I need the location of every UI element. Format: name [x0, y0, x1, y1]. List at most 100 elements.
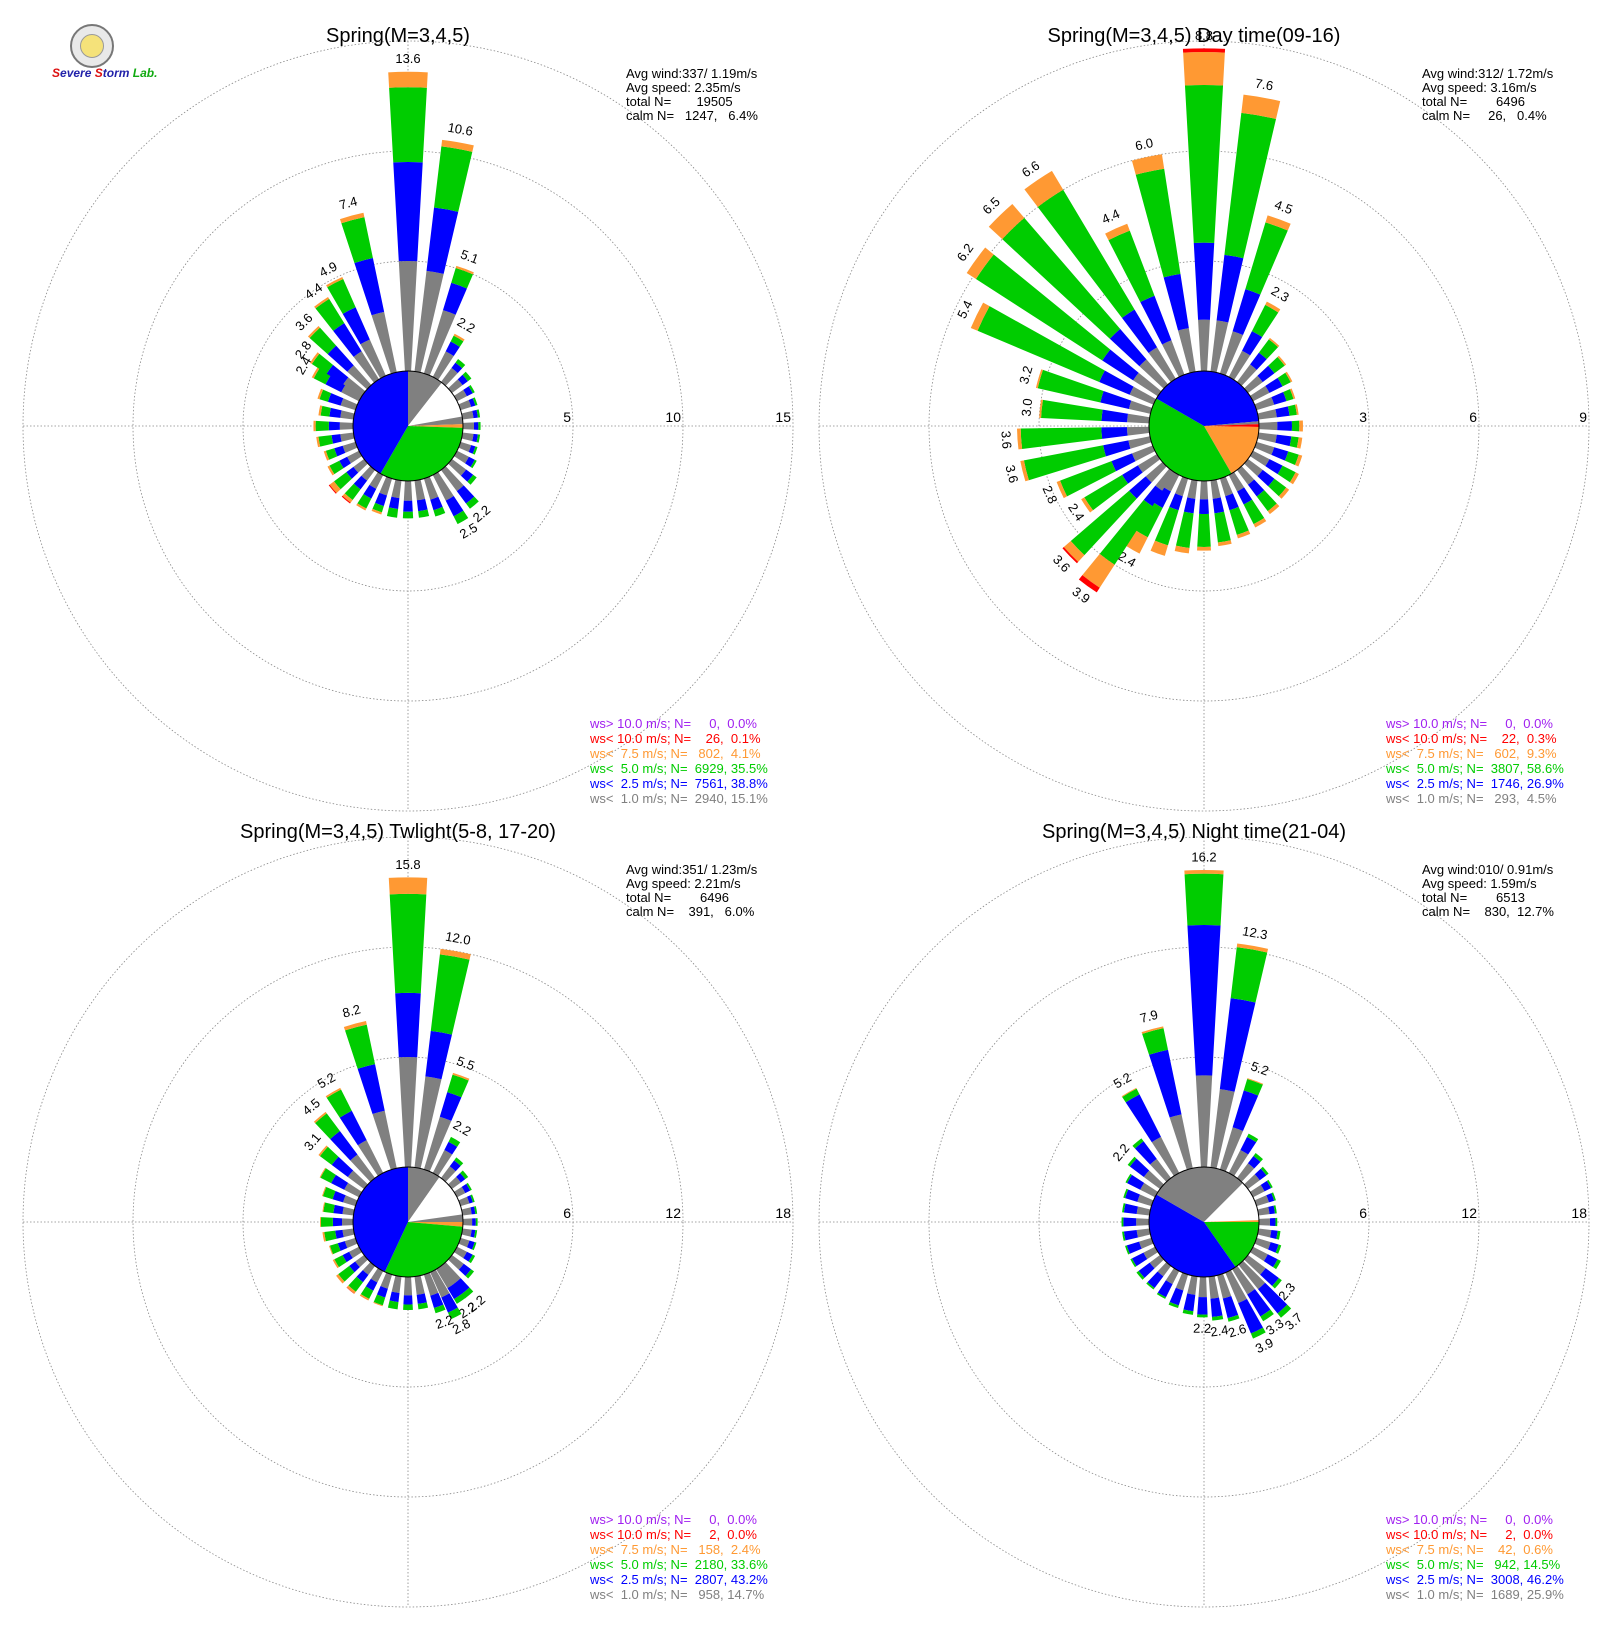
bar-value-label: 5.2: [1111, 1069, 1134, 1091]
wind-bar-segment: [349, 1246, 362, 1259]
wind-bar-segment: [1183, 1293, 1196, 1312]
wind-bar-segment: [447, 1074, 469, 1098]
wind-bar-segment: [1199, 499, 1209, 515]
wind-bar-segment: [447, 1283, 463, 1300]
wind-bar-segment: [414, 1076, 442, 1169]
wind-bar-segment: [1250, 450, 1270, 467]
wind-bar-segment: [1217, 540, 1232, 547]
wind-bar-segment: [1136, 1218, 1150, 1226]
wind-bar-segment: [417, 1302, 429, 1310]
wind-bar-segment: [1210, 1297, 1223, 1317]
wind-bar-segment: [456, 1173, 466, 1183]
wind-bar-segment: [1270, 1230, 1278, 1239]
calm-pie-slice: [408, 424, 463, 428]
wind-bar-segment: [1254, 397, 1275, 411]
wind-bar-segment: [1129, 476, 1152, 499]
wind-bar-segment: [1284, 451, 1299, 466]
wind-bar-segment: [1208, 1275, 1219, 1299]
wind-bar-segment: [1238, 1298, 1264, 1334]
stats-line: Avg speed: 1.59m/s: [1422, 876, 1537, 891]
wind-bar-segment: [988, 203, 1025, 240]
wind-bar-segment: [472, 1218, 476, 1226]
wind-bar-segment: [1238, 1260, 1266, 1290]
wind-bar-segment: [316, 436, 321, 448]
calm-pie-slice: [1204, 1167, 1243, 1222]
wind-bar-segment: [1155, 468, 1175, 491]
legend-entry: ws< 5.0 m/s; N= 942, 14.5%: [1385, 1557, 1561, 1572]
wind-bar-segment: [309, 352, 320, 365]
wind-bar-segment: [1243, 499, 1265, 525]
wind-bar-segment: [1232, 1090, 1259, 1132]
wind-bar-segment: [1287, 404, 1297, 416]
wind-bar-segment: [468, 398, 476, 407]
wind-bar-segment: [448, 1136, 461, 1147]
wind-bar-segment: [1140, 1182, 1158, 1198]
wind-bar-segment: [336, 1274, 345, 1284]
legend-entry: ws< 1.0 m/s; N= 958, 14.7%: [589, 1587, 765, 1602]
wind-bar-segment: [1122, 1231, 1126, 1241]
chart-title: Spring(M=3,4,5) Twlight(5-8, 17-20): [240, 821, 556, 843]
wind-bar-segment: [1250, 1327, 1266, 1339]
wind-bar-segment: [342, 1206, 355, 1216]
wind-bar-segment: [341, 217, 373, 263]
wind-bar-segment: [468, 445, 476, 454]
wind-bar-segment: [472, 1242, 477, 1251]
legend-entry: ws< 5.0 m/s; N= 2180, 33.6%: [589, 1557, 768, 1572]
stats-line: Avg speed: 2.21m/s: [626, 876, 741, 891]
wind-bar-segment: [376, 1286, 388, 1298]
wind-bar-segment: [1139, 359, 1169, 389]
wind-bar-segment: [1253, 518, 1267, 528]
wind-bar-segment: [332, 1259, 339, 1269]
wind-bar-segment: [1184, 85, 1224, 243]
wind-bar-segment: [389, 87, 427, 163]
wind-bar-segment: [323, 450, 330, 461]
wind-bar-segment: [1168, 1302, 1179, 1308]
wind-bar-segment: [328, 421, 340, 431]
wind-bar-segment: [1236, 943, 1269, 953]
stats-line: total N= 6496: [626, 890, 729, 905]
wind-bar-segment: [1275, 434, 1292, 447]
legend-entry: ws< 10.0 m/s; N= 26, 0.1%: [589, 731, 761, 746]
wind-bar-segment: [1230, 947, 1268, 1003]
wind-bar-segment: [1219, 1127, 1244, 1172]
wind-bar-segment: [461, 432, 474, 442]
wind-bar-segment: [1268, 478, 1287, 497]
wind-bar-segment: [1241, 94, 1281, 119]
wind-bar-segment: [1271, 392, 1287, 405]
wind-bar-segment: [372, 502, 384, 513]
wind-bar-segment: [353, 475, 368, 490]
wind-bar-segment: [370, 1268, 384, 1283]
wind-bar-segment: [1275, 406, 1290, 418]
wind-bar-segment: [1151, 1136, 1180, 1176]
wind-bar-segment: [1020, 460, 1029, 482]
wind-bar-segment: [433, 1304, 446, 1314]
wind-bar-segment: [1127, 413, 1150, 424]
wind-bar-segment: [1125, 530, 1148, 554]
wind-bar-segment: [342, 1228, 355, 1238]
wind-bar-segment: [445, 341, 460, 357]
calm-pie-slice: [1149, 1194, 1236, 1277]
wind-bar-segment: [1062, 546, 1079, 564]
wind-bar-segment: [388, 71, 428, 88]
chart-title: Spring(M=3,4,5) Day time(09-16): [1048, 25, 1341, 47]
wind-bar-segment: [340, 432, 355, 442]
wind-bar-segment: [309, 327, 337, 355]
bar-value-label: 15.8: [395, 857, 420, 872]
wind-bar-segment: [468, 385, 475, 394]
wind-bar-segment: [1142, 1028, 1169, 1055]
wind-bar-segment: [1060, 461, 1116, 497]
wind-bar-segment: [311, 353, 333, 374]
bar-value-label: 2.4: [1209, 1322, 1229, 1339]
wind-bar-segment: [461, 1207, 472, 1216]
calm-pie-slice: [1204, 371, 1259, 426]
wind-bar-segment: [354, 258, 385, 316]
bar-value-label: 2.6: [1226, 1321, 1248, 1341]
calm-pie-slice: [1204, 1220, 1259, 1222]
wind-bar-segment: [462, 422, 475, 430]
wind-bar-segment: [1039, 399, 1043, 419]
bar-value-label: 5.2: [1249, 1058, 1271, 1078]
wind-bar-segment: [347, 1170, 368, 1190]
bar-value-label: 3.6: [1002, 463, 1021, 484]
wind-bar-segment: [1291, 420, 1300, 432]
wind-bar-segment: [356, 503, 367, 511]
